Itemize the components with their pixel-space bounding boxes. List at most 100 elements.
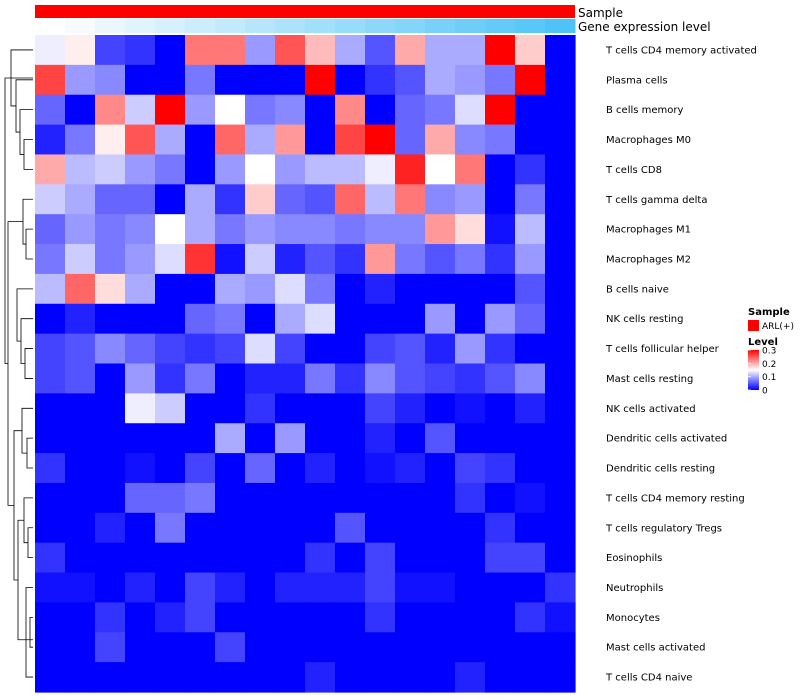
expression-track-cell bbox=[305, 19, 336, 33]
heatmap-cell bbox=[485, 542, 516, 574]
expression-track-cell bbox=[485, 19, 516, 33]
heatmap-cells bbox=[35, 35, 576, 693]
heatmap-cell bbox=[275, 632, 306, 663]
heatmap-cell bbox=[305, 64, 336, 96]
heatmap-cell bbox=[245, 154, 276, 185]
row-label: T cells gamma delta bbox=[605, 195, 707, 206]
heatmap-cell bbox=[245, 482, 276, 514]
heatmap-cell bbox=[425, 602, 456, 633]
heatmap-cell bbox=[515, 632, 546, 663]
expression-track-cell bbox=[365, 19, 396, 33]
heatmap-cell bbox=[65, 154, 96, 185]
heatmap-cell bbox=[185, 662, 216, 693]
heatmap-cell bbox=[305, 632, 336, 663]
heatmap-cell bbox=[485, 662, 516, 693]
heatmap-cell bbox=[545, 64, 576, 96]
heatmap-cell bbox=[305, 154, 336, 185]
heatmap-cell bbox=[245, 512, 276, 544]
heatmap-cell bbox=[455, 393, 486, 424]
heatmap-cell bbox=[545, 184, 576, 215]
heatmap-cell bbox=[395, 303, 426, 335]
heatmap-cell bbox=[245, 64, 276, 96]
heatmap-cell bbox=[425, 482, 456, 514]
heatmap-cell bbox=[35, 184, 66, 215]
heatmap-cell bbox=[95, 244, 126, 275]
row-label: T cells CD8 bbox=[605, 165, 662, 176]
heatmap-cell bbox=[275, 542, 306, 574]
heatmap-cell bbox=[425, 393, 456, 424]
heatmap-cell bbox=[545, 512, 576, 544]
heatmap-cell bbox=[245, 124, 276, 156]
heatmap-cell bbox=[245, 333, 276, 365]
heatmap-cell bbox=[35, 94, 66, 126]
heatmap-cell bbox=[155, 453, 186, 484]
heatmap-cell bbox=[65, 124, 96, 156]
dendrogram-link bbox=[24, 348, 33, 379]
heatmap-cell bbox=[425, 423, 456, 454]
heatmap-cell bbox=[65, 393, 96, 424]
heatmap-cell bbox=[35, 602, 66, 633]
heatmap-cell bbox=[95, 572, 126, 604]
heatmap-cell bbox=[455, 423, 486, 454]
heatmap-cell bbox=[485, 124, 516, 156]
heatmap-cell bbox=[305, 124, 336, 156]
heatmap-cell bbox=[455, 363, 486, 394]
dendrogram-link bbox=[20, 318, 33, 364]
heatmap-cell bbox=[215, 64, 246, 96]
heatmap-cell bbox=[335, 154, 366, 185]
heatmap-cell bbox=[65, 333, 96, 365]
heatmap-cell bbox=[275, 94, 306, 126]
heatmap-cell bbox=[185, 154, 216, 185]
heatmap-cell bbox=[365, 273, 396, 305]
heatmap-cell bbox=[365, 214, 396, 245]
heatmap-cell bbox=[395, 214, 426, 245]
heatmap-cell bbox=[275, 363, 306, 394]
heatmap-cell bbox=[275, 482, 306, 514]
heatmap-cell bbox=[215, 154, 246, 185]
heatmap-cell bbox=[35, 393, 66, 424]
row-label: NK cells activated bbox=[606, 404, 696, 415]
row-label: Mast cells resting bbox=[606, 374, 693, 385]
heatmap-cell bbox=[215, 482, 246, 514]
row-label: T cells regulatory Tregs bbox=[605, 523, 722, 534]
heatmap-cell bbox=[485, 35, 516, 66]
heatmap-cell bbox=[305, 35, 336, 66]
heatmap-cell bbox=[425, 35, 456, 66]
heatmap-cell bbox=[365, 542, 396, 574]
heatmap-cell bbox=[275, 244, 306, 275]
heatmap-cell bbox=[455, 154, 486, 185]
heatmap-cell bbox=[245, 273, 276, 305]
expression-track-cell bbox=[185, 19, 216, 33]
heatmap-cell bbox=[155, 602, 186, 633]
legend-ticks: 0.3 0.2 0.1 0 bbox=[748, 347, 776, 397]
heatmap-cell bbox=[65, 303, 96, 335]
heatmap-cell bbox=[395, 363, 426, 394]
heatmap-cell bbox=[485, 214, 516, 245]
heatmap-cell bbox=[275, 184, 306, 215]
heatmap-cell bbox=[155, 363, 186, 394]
heatmap-cell bbox=[155, 423, 186, 454]
heatmap-cell bbox=[515, 214, 546, 245]
heatmap-cell bbox=[65, 632, 96, 663]
heatmap-cell bbox=[395, 393, 426, 424]
heatmap-cell bbox=[395, 512, 426, 544]
heatmap-cell bbox=[155, 303, 186, 335]
heatmap-cell bbox=[455, 572, 486, 604]
heatmap-cell bbox=[335, 184, 366, 215]
heatmap-cell bbox=[455, 482, 486, 514]
heatmap-cell bbox=[125, 393, 156, 424]
heatmap-cell bbox=[155, 662, 186, 693]
heatmap-cell bbox=[515, 512, 546, 544]
heatmap-cell bbox=[365, 184, 396, 215]
heatmap-cell bbox=[65, 602, 96, 633]
row-label: Eosinophils bbox=[606, 553, 662, 564]
heatmap-cell bbox=[185, 94, 216, 126]
heatmap-cell bbox=[395, 542, 426, 574]
heatmap-cell bbox=[335, 662, 366, 693]
heatmap-cell bbox=[65, 244, 96, 275]
expression-track-cell bbox=[125, 19, 156, 33]
heatmap-cell bbox=[275, 662, 306, 693]
heatmap-cell bbox=[215, 572, 246, 604]
heatmap-cell bbox=[185, 482, 216, 514]
